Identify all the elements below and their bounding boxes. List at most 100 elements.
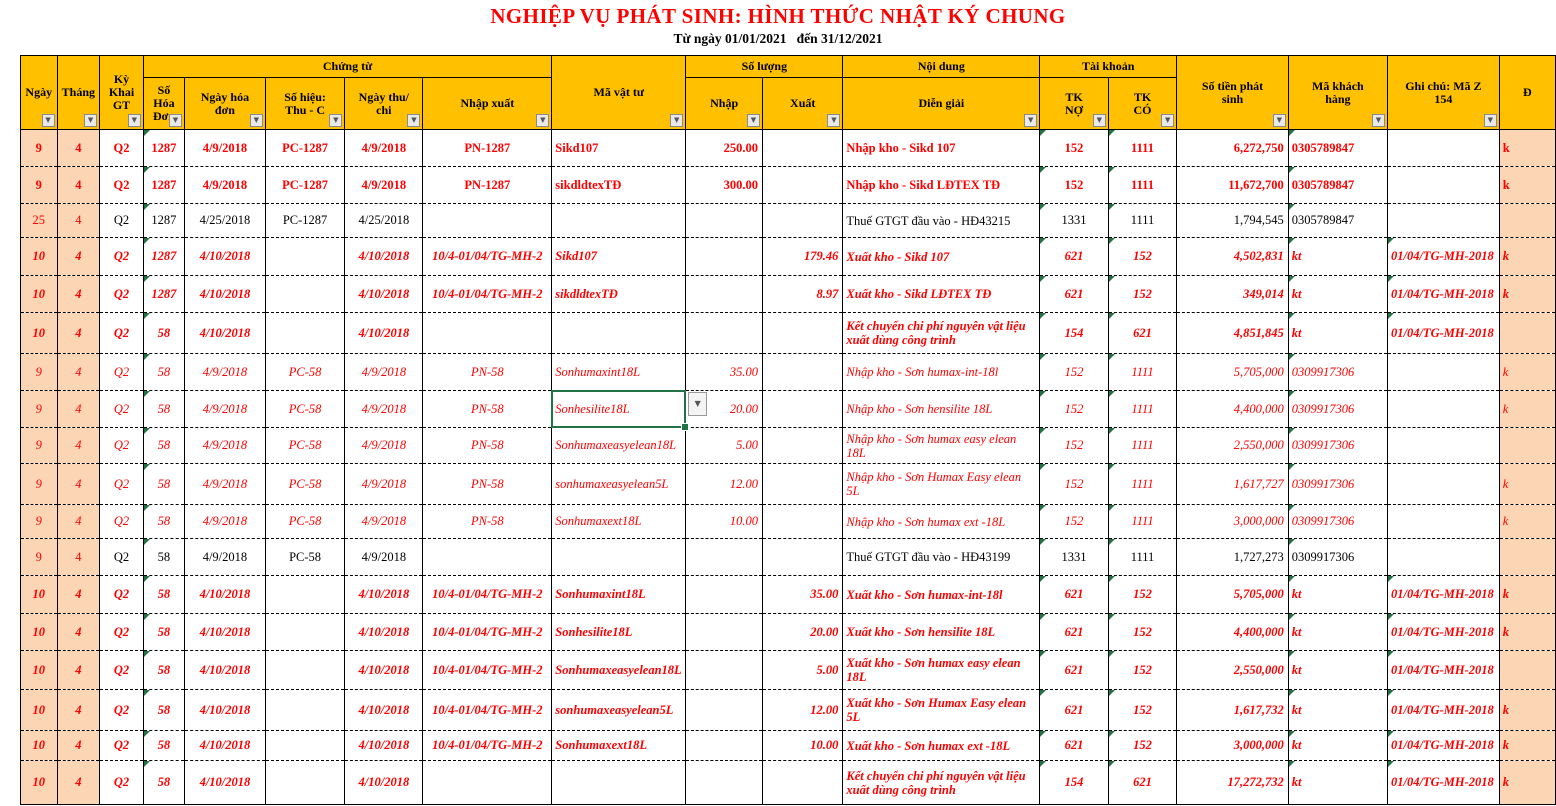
filter-dropdown-icon[interactable]: ▼ bbox=[1161, 114, 1175, 127]
cell-d[interactable]: k bbox=[1498, 237, 1556, 276]
cell-nhap[interactable] bbox=[685, 538, 763, 576]
cell-ma_vt[interactable]: sonhumaxeasyelean5L bbox=[551, 463, 687, 505]
cell-dien_giai[interactable]: Nhập kho - Sikd LĐTEX TĐ bbox=[842, 166, 1041, 204]
cell-tk_no[interactable]: 152 bbox=[1039, 390, 1109, 428]
header-nhap_xuat[interactable]: Nhập xuất ▼ bbox=[422, 77, 553, 130]
cell-nhap[interactable] bbox=[685, 237, 763, 276]
cell-so_hieu[interactable]: PC-1287 bbox=[264, 166, 346, 204]
cell-nhap[interactable] bbox=[685, 650, 763, 690]
cell-ky[interactable]: Q2 bbox=[99, 650, 144, 690]
cell-xuat[interactable] bbox=[761, 312, 844, 354]
cell-ngay[interactable]: 9 bbox=[20, 427, 58, 464]
cell-ngay[interactable]: 10 bbox=[20, 730, 58, 761]
cell-ky[interactable]: Q2 bbox=[99, 760, 144, 805]
cell-so_hieu[interactable] bbox=[264, 730, 346, 761]
cell-d[interactable]: k bbox=[1498, 613, 1556, 651]
cell-so_hd[interactable]: 58 bbox=[142, 689, 186, 731]
cell-tk_co[interactable]: 152 bbox=[1107, 613, 1178, 651]
cell-tk_no[interactable]: 621 bbox=[1039, 275, 1109, 313]
cell-d[interactable]: k bbox=[1498, 504, 1556, 539]
cell-ngay_hd[interactable]: 4/9/2018 bbox=[184, 504, 266, 539]
cell-ngay[interactable]: 10 bbox=[20, 312, 58, 354]
cell-dien_giai[interactable]: Nhập kho - Sikd 107 bbox=[842, 129, 1041, 167]
cell-so_hd[interactable]: 58 bbox=[142, 760, 186, 805]
validation-dropdown-button[interactable]: ▼ bbox=[688, 392, 708, 416]
header-ngay_tc[interactable]: Ngày thu/ chi ▼ bbox=[344, 77, 424, 130]
cell-xuat[interactable] bbox=[761, 427, 844, 464]
cell-so_tien[interactable]: 2,550,000 bbox=[1176, 650, 1289, 690]
cell-tk_no[interactable]: 621 bbox=[1039, 237, 1109, 276]
cell-d[interactable]: k bbox=[1498, 730, 1556, 761]
cell-so_hd[interactable]: 58 bbox=[142, 575, 186, 614]
cell-xuat[interactable]: 179.46 bbox=[761, 237, 844, 276]
cell-dien_giai[interactable]: Xuất kho - Sơn Humax Easy elean 5L bbox=[842, 689, 1041, 731]
cell-ngay_tc[interactable]: 4/9/2018 bbox=[344, 166, 424, 204]
cell-ma_vt[interactable] bbox=[551, 312, 687, 354]
cell-ky[interactable]: Q2 bbox=[99, 353, 144, 391]
cell-ngay[interactable]: 9 bbox=[20, 463, 58, 505]
cell-tk_co[interactable]: 152 bbox=[1107, 275, 1178, 313]
cell-ngay_tc[interactable]: 4/9/2018 bbox=[344, 353, 424, 391]
cell-so_hd[interactable]: 1287 bbox=[142, 129, 186, 167]
cell-thang[interactable]: 4 bbox=[56, 203, 101, 238]
cell-tk_co[interactable]: 1111 bbox=[1107, 427, 1178, 464]
cell-tk_no[interactable]: 152 bbox=[1039, 166, 1109, 204]
cell-nhap_xuat[interactable] bbox=[422, 203, 553, 238]
cell-ghi_chu[interactable]: 01/04/TG-MH-2018 bbox=[1386, 613, 1500, 651]
cell-so_hd[interactable]: 58 bbox=[142, 427, 186, 464]
cell-nhap[interactable]: 12.00 bbox=[685, 463, 763, 505]
cell-tk_co[interactable]: 621 bbox=[1107, 312, 1178, 354]
cell-ngay[interactable]: 9 bbox=[20, 538, 58, 576]
cell-tk_no[interactable]: 621 bbox=[1039, 575, 1109, 614]
cell-so_tien[interactable]: 5,705,000 bbox=[1176, 575, 1289, 614]
cell-thang[interactable]: 4 bbox=[56, 760, 101, 805]
cell-tk_no[interactable]: 621 bbox=[1039, 613, 1109, 651]
cell-nhap_xuat[interactable]: 10/4-01/04/TG-MH-2 bbox=[422, 575, 553, 614]
cell-dien_giai[interactable]: Nhập kho - Sơn Humax Easy elean 5L bbox=[842, 463, 1041, 505]
cell-tk_no[interactable]: 621 bbox=[1039, 730, 1109, 761]
cell-so_hieu[interactable] bbox=[264, 760, 346, 805]
cell-ngay_hd[interactable]: 4/9/2018 bbox=[184, 390, 266, 428]
cell-ma_vt[interactable]: Sonhesilite18L ▼ bbox=[551, 389, 708, 431]
cell-thang[interactable]: 4 bbox=[56, 538, 101, 576]
cell-tk_no[interactable]: 154 bbox=[1039, 312, 1109, 354]
cell-dien_giai[interactable]: Nhập kho - Sơn humax easy elean 18L bbox=[842, 427, 1041, 464]
cell-tk_no[interactable]: 154 bbox=[1039, 760, 1109, 805]
cell-ma_kh[interactable]: 0305789847 bbox=[1287, 129, 1388, 167]
cell-so_tien[interactable]: 3,000,000 bbox=[1176, 504, 1289, 539]
cell-tk_co[interactable]: 1111 bbox=[1107, 166, 1178, 204]
filter-dropdown-icon[interactable]: ▼ bbox=[670, 114, 684, 127]
cell-ma_vt[interactable] bbox=[551, 760, 687, 805]
cell-so_tien[interactable]: 1,617,727 bbox=[1176, 463, 1289, 505]
cell-so_tien[interactable]: 6,272,750 bbox=[1176, 129, 1289, 167]
cell-ghi_chu[interactable] bbox=[1386, 463, 1500, 505]
cell-ngay[interactable]: 25 bbox=[20, 203, 58, 238]
cell-d[interactable] bbox=[1498, 538, 1556, 576]
cell-thang[interactable]: 4 bbox=[56, 166, 101, 204]
cell-d[interactable]: k bbox=[1498, 689, 1556, 731]
cell-so_hd[interactable]: 58 bbox=[142, 353, 186, 391]
cell-ma_kh[interactable]: kt bbox=[1287, 760, 1388, 805]
cell-xuat[interactable]: 20.00 bbox=[761, 613, 844, 651]
cell-d[interactable] bbox=[1498, 312, 1556, 354]
cell-ngay_hd[interactable]: 4/9/2018 bbox=[184, 129, 266, 167]
cell-so_tien[interactable]: 11,672,700 bbox=[1176, 166, 1289, 204]
cell-xuat[interactable] bbox=[761, 504, 844, 539]
cell-tk_no[interactable]: 152 bbox=[1039, 427, 1109, 464]
cell-so_hd[interactable]: 1287 bbox=[142, 275, 186, 313]
cell-nhap_xuat[interactable]: 10/4-01/04/TG-MH-2 bbox=[422, 613, 553, 651]
cell-ky[interactable]: Q2 bbox=[99, 575, 144, 614]
cell-xuat[interactable] bbox=[761, 129, 844, 167]
header-ghi_chu[interactable]: Ghi chú: Mã Z 154 ▼ bbox=[1386, 55, 1500, 130]
cell-ngay_tc[interactable]: 4/10/2018 bbox=[344, 613, 424, 651]
cell-ma_kh[interactable]: kt bbox=[1287, 613, 1388, 651]
cell-tk_co[interactable]: 152 bbox=[1107, 730, 1178, 761]
cell-ma_vt[interactable]: sonhumaxeasyelean5L bbox=[551, 689, 687, 731]
cell-xuat[interactable]: 12.00 bbox=[761, 689, 844, 731]
cell-ngay[interactable]: 9 bbox=[20, 504, 58, 539]
header-tk_co[interactable]: TK CÓ ▼ bbox=[1107, 77, 1178, 130]
cell-so_hieu[interactable]: PC-58 bbox=[264, 353, 346, 391]
cell-dien_giai[interactable]: Nhập kho - Sơn humax ext -18L bbox=[842, 504, 1041, 539]
cell-ghi_chu[interactable]: 01/04/TG-MH-2018 bbox=[1386, 312, 1500, 354]
cell-tk_co[interactable]: 152 bbox=[1107, 650, 1178, 690]
